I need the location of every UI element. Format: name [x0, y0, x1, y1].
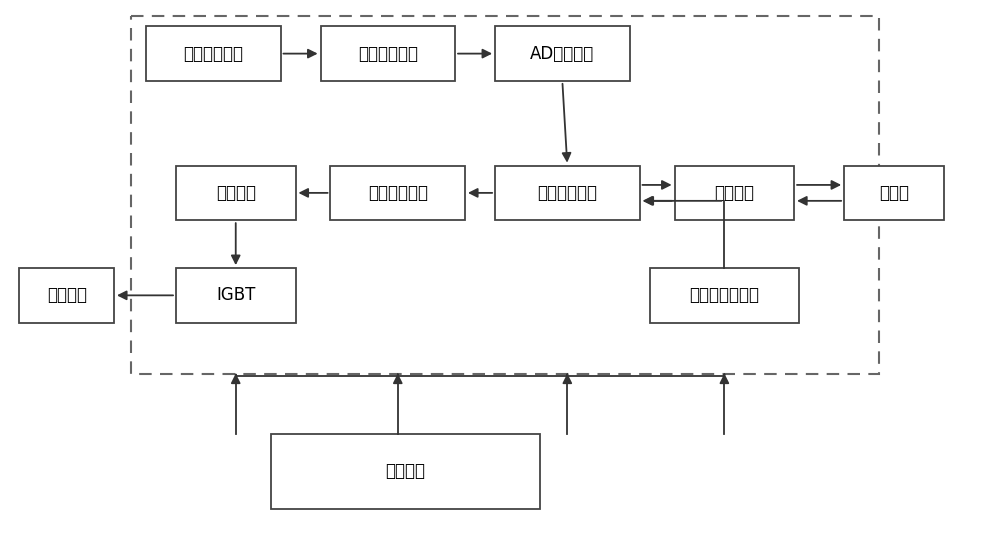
Bar [675, 166, 794, 220]
Bar [271, 434, 540, 508]
Text: IGBT: IGBT [216, 286, 255, 304]
Bar [19, 268, 114, 322]
Bar [650, 268, 799, 322]
Bar [495, 166, 640, 220]
Text: AD转换模块: AD转换模块 [530, 45, 594, 62]
Bar [176, 166, 296, 220]
Bar [330, 166, 465, 220]
Text: 数据处理单元: 数据处理单元 [537, 184, 597, 202]
Bar [320, 26, 455, 81]
Text: 上位机: 上位机 [879, 184, 909, 202]
Bar [176, 268, 296, 322]
Text: 分合闸信号模块: 分合闸信号模块 [689, 286, 759, 304]
Text: 驱动电机: 驱动电机 [47, 286, 87, 304]
Bar [131, 17, 879, 375]
Bar [495, 26, 630, 81]
Bar [844, 166, 944, 220]
Text: 隔离驱动电路: 隔离驱动电路 [368, 184, 428, 202]
Text: 电源模块: 电源模块 [385, 463, 425, 480]
Text: 通讯模块: 通讯模块 [714, 184, 754, 202]
Text: 升压模块: 升压模块 [216, 184, 256, 202]
Bar [146, 26, 281, 81]
Text: 信号调理模块: 信号调理模块 [358, 45, 418, 62]
Text: 信号采集模块: 信号采集模块 [183, 45, 243, 62]
